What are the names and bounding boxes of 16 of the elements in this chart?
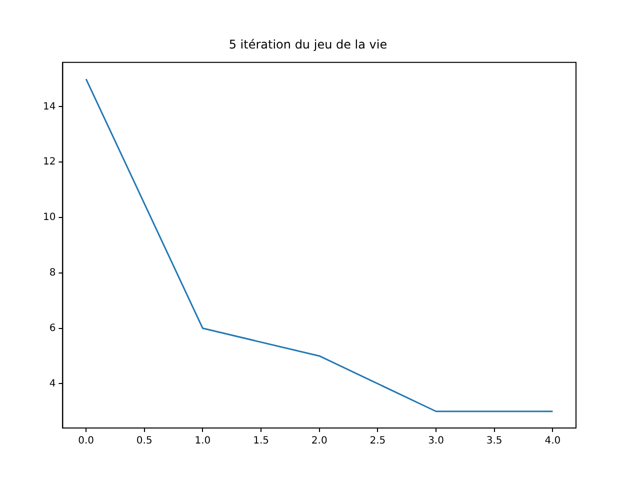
y-tick-label: 12	[42, 156, 56, 168]
y-tick-label: 10	[42, 212, 56, 224]
y-tick-label: 4	[49, 378, 56, 390]
y-tick-label: 8	[49, 267, 56, 278]
x-tick-label: 1.5	[253, 436, 269, 447]
x-tick-label: 3.5	[486, 436, 502, 447]
chart-title: 5 itération du jeu de la vie	[228, 37, 388, 52]
x-tick-label: 2.0	[311, 436, 328, 447]
y-tick-label: 6	[49, 322, 56, 334]
x-tick-label: 4.0	[544, 436, 561, 447]
y-tick-label: 14	[42, 101, 56, 112]
x-tick-label: 1.0	[194, 436, 211, 447]
x-tick-label: 0.0	[78, 436, 94, 447]
x-tick-label: 3.0	[428, 436, 444, 447]
x-tick-label: 0.5	[136, 436, 152, 447]
x-tick-label: 2.5	[370, 436, 386, 447]
